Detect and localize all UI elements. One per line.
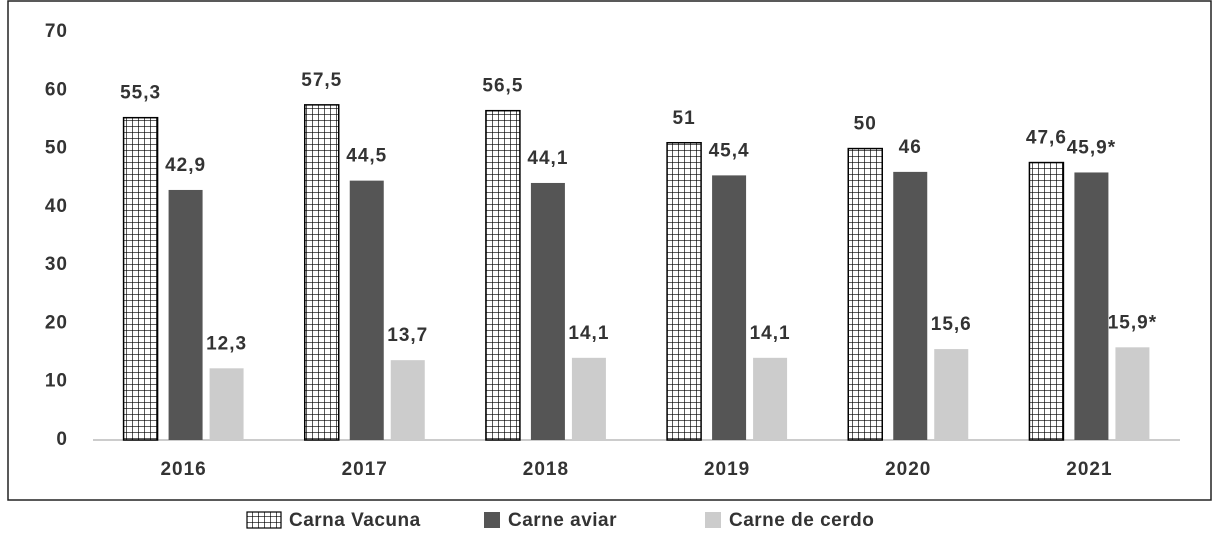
value-label: 44,5: [346, 146, 387, 167]
value-label: 45,9*: [1067, 137, 1116, 158]
legend-label: Carne aviar: [508, 510, 617, 531]
bar: [349, 180, 384, 440]
bar: [893, 171, 928, 440]
bar: [209, 368, 244, 440]
frame: [7, 0, 1212, 501]
value-label: 57,5: [301, 70, 342, 91]
legend-swatch: [246, 511, 282, 529]
x-tick-label: 2019: [704, 459, 750, 480]
legend-swatch: [705, 512, 721, 528]
x-tick-label: 2016: [160, 459, 206, 480]
y-tick-label: 60: [45, 79, 68, 100]
x-tick-label: 2021: [1066, 459, 1112, 480]
y-tick-label: 50: [45, 138, 68, 159]
x-tick-label: 2018: [523, 459, 569, 480]
x-tick-label: 2017: [342, 459, 388, 480]
value-label: 15,6: [931, 314, 972, 335]
bar: [712, 175, 747, 440]
value-label: 13,7: [387, 325, 428, 346]
bar: [485, 109, 521, 441]
value-label: 12,3: [206, 333, 247, 354]
value-label: 42,9: [165, 155, 206, 176]
bar: [934, 349, 969, 440]
bar: [666, 141, 702, 441]
bar: [1028, 161, 1065, 441]
y-tick-label: 40: [45, 196, 68, 217]
value-label: 14,1: [568, 323, 609, 344]
legend-label: Carna Vacuna: [289, 510, 421, 531]
bar: [847, 147, 883, 441]
bar: [122, 116, 159, 441]
bar: [1115, 347, 1150, 440]
value-label: 45,4: [709, 140, 750, 161]
value-label: 15,9*: [1108, 312, 1157, 333]
x-tick-label: 2020: [885, 459, 931, 480]
legend-swatch: [484, 512, 500, 528]
bar: [168, 189, 203, 440]
bar: [753, 357, 788, 440]
y-tick-label: 20: [45, 312, 68, 333]
value-label: 55,3: [120, 83, 161, 104]
value-label: 14,1: [750, 323, 791, 344]
value-label: 46: [899, 137, 922, 158]
bar: [1074, 172, 1109, 440]
legend-label: Carne de cerdo: [729, 510, 874, 531]
bar: [304, 104, 340, 441]
value-label: 50: [854, 114, 877, 135]
y-tick-label: 0: [56, 429, 68, 450]
value-label: 51: [673, 108, 696, 129]
value-label: 44,1: [527, 148, 568, 169]
bar: [530, 182, 565, 440]
bar: [571, 357, 606, 440]
y-tick-label: 10: [45, 371, 68, 392]
value-label: 56,5: [482, 76, 523, 97]
y-tick-label: 30: [45, 254, 68, 275]
bar: [390, 360, 425, 440]
y-tick-label: 70: [45, 21, 68, 42]
value-label: 47,6: [1026, 128, 1067, 149]
